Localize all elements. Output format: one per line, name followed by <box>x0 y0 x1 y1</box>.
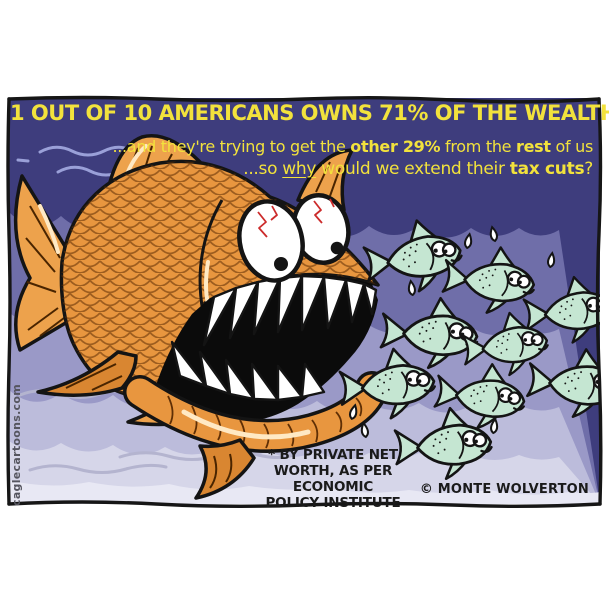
subline-2-text: would we extend their <box>316 159 510 179</box>
subline-1-emph-rest: rest <box>516 137 551 156</box>
subline-2-emph-tax-cuts: tax cuts <box>509 159 585 179</box>
subline-2-text: ...so <box>243 159 283 179</box>
eye-veins <box>257 198 335 238</box>
subline-1-text: from the <box>440 137 516 156</box>
big-fish-gill-line <box>198 199 224 313</box>
subline-2-emph-why: why <box>282 159 317 179</box>
big-fish <box>13 134 389 500</box>
subline-1-text: of us <box>550 137 594 156</box>
big-fish-upper-teeth <box>202 274 378 347</box>
subline-2-text: ? <box>584 159 593 179</box>
left-pupil <box>274 257 288 271</box>
big-fish-pelvic-fin <box>194 438 256 500</box>
water-band-6 <box>9 480 600 504</box>
subline-1: ...and they're trying to get the other 2… <box>112 137 593 156</box>
right-pupil <box>330 241 344 255</box>
headline: 1 OUT OF 10 AMERICANS OWNS 71% OF THE WE… <box>10 101 609 125</box>
big-fish-lower-teeth <box>170 340 326 402</box>
watermark-caglecartoons: caglecartoons.com <box>10 384 23 506</box>
big-fish-eyes <box>237 193 351 283</box>
artist-signature: © MONTE WOLVERTON <box>419 482 589 497</box>
footnote: * BY PRIVATE NET WORTH, AS PER ECONOMIC … <box>265 447 401 511</box>
big-fish-lower-jaw <box>123 371 389 453</box>
big-fish-anal-fin <box>36 350 138 397</box>
subline-1-emph-other-29: other 29% <box>350 137 441 156</box>
big-fish-gill-highlight <box>204 260 210 306</box>
subline-1-text: ...and they're trying to get the <box>112 137 351 156</box>
subline-2: ...so why would we extend their tax cuts… <box>243 159 593 179</box>
panel-border <box>6 95 603 508</box>
